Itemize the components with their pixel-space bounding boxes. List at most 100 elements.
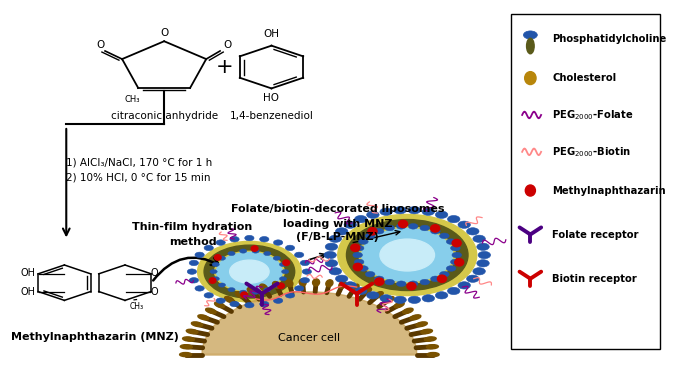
Circle shape (300, 278, 310, 283)
Circle shape (458, 221, 471, 228)
Text: CH₃: CH₃ (124, 95, 140, 104)
Circle shape (260, 236, 269, 242)
Circle shape (473, 235, 486, 242)
Circle shape (229, 260, 269, 283)
Ellipse shape (438, 275, 447, 282)
Circle shape (230, 236, 239, 242)
Circle shape (324, 251, 336, 259)
Ellipse shape (407, 283, 416, 290)
Ellipse shape (180, 345, 192, 349)
Text: (F/B-LP-MNZ): (F/B-LP-MNZ) (297, 232, 379, 242)
Text: Cancer cell: Cancer cell (278, 333, 340, 343)
Circle shape (477, 260, 489, 267)
Ellipse shape (273, 282, 280, 288)
Ellipse shape (368, 228, 377, 235)
Ellipse shape (299, 279, 306, 286)
Circle shape (420, 279, 429, 285)
Ellipse shape (399, 220, 408, 228)
Ellipse shape (225, 296, 234, 302)
Text: O: O (151, 268, 158, 278)
Circle shape (329, 268, 342, 275)
Ellipse shape (206, 308, 216, 313)
Circle shape (260, 301, 269, 307)
Circle shape (477, 243, 489, 250)
Circle shape (216, 298, 225, 303)
Ellipse shape (198, 315, 209, 320)
Circle shape (204, 245, 214, 250)
Ellipse shape (339, 282, 346, 288)
Text: OH: OH (21, 287, 36, 297)
Circle shape (473, 268, 486, 275)
Circle shape (440, 233, 449, 239)
Circle shape (212, 262, 219, 267)
Circle shape (394, 206, 406, 214)
Ellipse shape (403, 308, 413, 313)
Circle shape (189, 260, 199, 266)
Circle shape (385, 225, 395, 231)
Circle shape (347, 219, 468, 290)
Ellipse shape (416, 322, 427, 327)
Circle shape (273, 240, 283, 245)
Circle shape (478, 251, 490, 259)
Circle shape (195, 286, 204, 291)
Circle shape (408, 296, 421, 303)
Circle shape (228, 287, 235, 292)
Text: 1,4-benzenediol: 1,4-benzenediol (229, 111, 314, 121)
Circle shape (366, 211, 379, 218)
Circle shape (431, 228, 440, 234)
Circle shape (264, 251, 271, 256)
Ellipse shape (527, 38, 534, 54)
Circle shape (440, 271, 449, 277)
Circle shape (365, 233, 375, 239)
Circle shape (353, 252, 362, 258)
FancyBboxPatch shape (512, 14, 660, 349)
Circle shape (446, 266, 456, 271)
Circle shape (355, 287, 367, 295)
Text: +: + (215, 57, 233, 77)
Circle shape (451, 245, 460, 251)
Circle shape (282, 269, 289, 274)
Circle shape (362, 229, 453, 282)
Circle shape (273, 298, 283, 303)
Text: Folate receptor: Folate receptor (553, 230, 639, 240)
Ellipse shape (375, 292, 383, 298)
Circle shape (273, 256, 280, 260)
Circle shape (219, 256, 225, 260)
Circle shape (408, 281, 418, 287)
Ellipse shape (179, 353, 192, 357)
Circle shape (359, 227, 456, 283)
Ellipse shape (385, 296, 394, 302)
Circle shape (338, 215, 477, 296)
Circle shape (325, 243, 338, 250)
Circle shape (422, 295, 434, 302)
Circle shape (187, 269, 197, 274)
Circle shape (204, 293, 214, 298)
Ellipse shape (260, 284, 267, 291)
Circle shape (397, 223, 406, 229)
Circle shape (240, 249, 247, 253)
Circle shape (189, 278, 199, 283)
Ellipse shape (353, 263, 362, 270)
Circle shape (216, 240, 225, 245)
Circle shape (358, 239, 369, 245)
Circle shape (219, 283, 225, 287)
Circle shape (436, 292, 448, 299)
Circle shape (422, 208, 434, 215)
Ellipse shape (351, 284, 359, 291)
Circle shape (385, 279, 395, 285)
Text: HO: HO (264, 93, 279, 103)
Ellipse shape (326, 280, 333, 287)
Text: citraconic anhydride: citraconic anhydride (110, 111, 218, 121)
Circle shape (195, 252, 204, 258)
Text: Methylnaphthazarin (MNZ): Methylnaphthazarin (MNZ) (11, 332, 179, 343)
Circle shape (354, 259, 364, 265)
Circle shape (245, 235, 254, 241)
Ellipse shape (191, 322, 203, 327)
Ellipse shape (455, 259, 464, 266)
Ellipse shape (247, 287, 256, 294)
Circle shape (436, 211, 448, 218)
Circle shape (344, 221, 356, 228)
Circle shape (228, 251, 235, 256)
Circle shape (329, 235, 342, 242)
Circle shape (204, 245, 295, 298)
